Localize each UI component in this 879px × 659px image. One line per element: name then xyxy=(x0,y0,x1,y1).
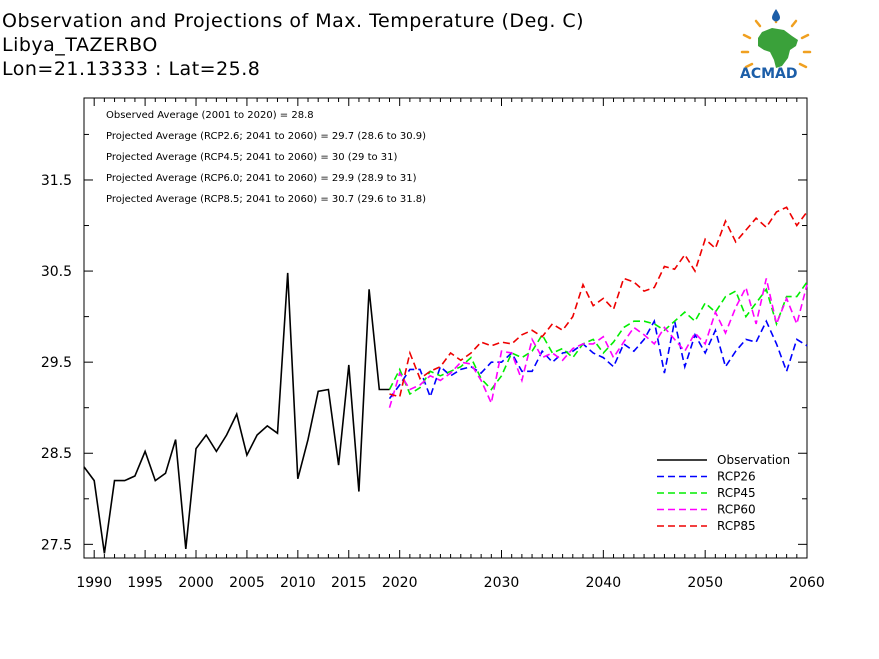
x-axis: 1990 1995 2000 2005 2010 2015 2020 2030 2040 2050… xyxy=(76,98,825,591)
x-tick-label: 2010 xyxy=(280,575,316,591)
plot-frame xyxy=(83,97,808,559)
x-tick-label: 2020 xyxy=(382,575,418,591)
note-rcp60-average: Projected Average (RCP6.0; 2041 to 2060)… xyxy=(106,173,417,184)
y-tick-label: 28.5 xyxy=(41,446,72,462)
legend-label-rcp60: RCP60 xyxy=(717,503,756,517)
legend-label-observation: Observation xyxy=(717,453,790,467)
x-tick-label: 2000 xyxy=(178,575,214,591)
x-tick-label: 2040 xyxy=(586,575,622,591)
series-line-rcp45 xyxy=(388,281,808,396)
x-tick-label: 2030 xyxy=(484,575,520,591)
note-observed-average: Observed Average (2001 to 2020) = 28.8 xyxy=(106,110,314,121)
y-tick-label: 27.5 xyxy=(41,537,72,553)
x-tick-label: 2060 xyxy=(789,575,825,591)
water-drop-icon xyxy=(772,9,780,22)
x-tick-label: 2015 xyxy=(331,575,367,591)
note-rcp26-average: Projected Average (RCP2.6; 2041 to 2060)… xyxy=(106,131,426,142)
legend: Observation RCP26 RCP45 RCP60 RCP85 xyxy=(657,453,790,533)
sun-rays-icon xyxy=(740,14,812,69)
y-axis: 27.5 28.5 29.5 30.5 31.5 xyxy=(41,133,807,553)
location-label: Libya_TAZERBO xyxy=(2,34,158,56)
y-tick-label: 30.5 xyxy=(41,264,72,280)
series-line-rcp60 xyxy=(388,278,808,408)
projection-notes: Observed Average (2001 to 2020) = 28.8 P… xyxy=(106,110,426,205)
series-line-observation xyxy=(83,272,390,554)
series-line-rcp85 xyxy=(389,206,808,398)
coordinates-label: Lon=21.13333 : Lat=25.8 xyxy=(2,58,260,80)
x-tick-label: 2050 xyxy=(687,575,723,591)
x-tick-label: 1995 xyxy=(127,575,163,591)
legend-label-rcp45: RCP45 xyxy=(717,486,756,500)
legend-label-rcp26: RCP26 xyxy=(717,470,756,484)
acmad-logo: ACMAD xyxy=(740,9,812,82)
y-tick-label: 29.5 xyxy=(41,355,72,371)
series-layer xyxy=(83,206,808,554)
x-tick-label: 2005 xyxy=(229,575,265,591)
logo-text: ACMAD xyxy=(740,66,798,82)
y-tick-label: 31.5 xyxy=(41,173,72,189)
legend-label-rcp85: RCP85 xyxy=(717,519,756,533)
note-rcp85-average: Projected Average (RCP8.5; 2041 to 2060)… xyxy=(106,194,426,205)
x-tick-label: 1990 xyxy=(76,575,112,591)
chart-title: Observation and Projections of Max. Temp… xyxy=(2,10,584,32)
africa-map-icon xyxy=(758,28,798,68)
note-rcp45-average: Projected Average (RCP4.5; 2041 to 2060)… xyxy=(106,152,398,163)
